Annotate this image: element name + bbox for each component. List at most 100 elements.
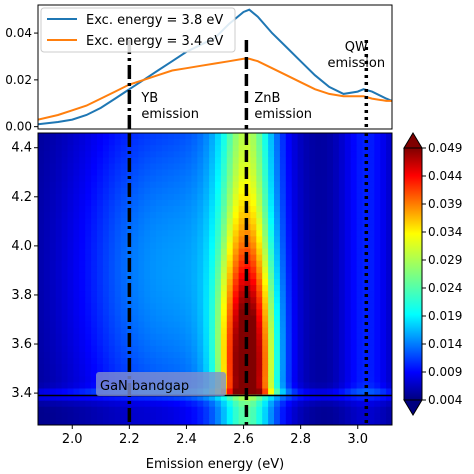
heatmap-cell	[85, 224, 92, 231]
series-line-2	[38, 57, 392, 121]
heatmap-cell	[380, 327, 387, 335]
heatmap-cell	[368, 333, 375, 341]
heatmap-cell	[43, 242, 51, 250]
heatmap-cell	[156, 358, 163, 365]
heatmap-cell	[368, 212, 375, 219]
heatmap-cell	[291, 175, 299, 183]
heatmap-cell	[256, 412, 263, 420]
heatmap-cell	[279, 418, 287, 425]
heatmap-cell	[380, 145, 387, 152]
heatmap-cell	[279, 382, 287, 390]
heatmap-cell	[220, 187, 228, 195]
heatmap-cell	[362, 358, 369, 365]
heatmap-cell	[120, 139, 128, 146]
heatmap-cell	[102, 279, 110, 286]
heatmap-cell	[91, 358, 98, 365]
heatmap-cell	[256, 206, 263, 213]
heatmap-cell	[274, 260, 281, 268]
heatmap-cell	[85, 418, 92, 425]
heatmap-cell	[150, 230, 157, 238]
heatmap-cell	[185, 230, 192, 238]
heatmap-cell	[161, 169, 169, 177]
heatmap-cell	[220, 358, 228, 365]
heatmap-cell	[191, 145, 198, 152]
heatmap-cell	[120, 157, 128, 165]
heatmap-cell	[333, 193, 340, 201]
heatmap-cell	[327, 193, 334, 201]
heatmap-cell	[167, 260, 175, 268]
heatmap-cell	[91, 199, 98, 207]
heatmap-cell	[173, 321, 181, 329]
heatmap-cell	[108, 412, 116, 420]
heatmap-cell	[268, 303, 275, 311]
heatmap-cell	[150, 236, 157, 244]
heatmap-cell	[333, 254, 340, 262]
heatmap-cell	[73, 218, 80, 225]
heatmap-cell	[297, 327, 305, 335]
heatmap-cell	[344, 260, 352, 268]
heatmap-cell	[138, 333, 145, 341]
heatmap-cell	[226, 406, 234, 414]
heatmap-cell	[191, 175, 198, 183]
heatmap-cell	[380, 376, 387, 384]
heatmap-cell	[38, 279, 45, 286]
heatmap-cell	[144, 303, 151, 311]
heatmap-cell	[232, 151, 240, 158]
heatmap-cell	[114, 139, 122, 146]
heatmap-cell	[38, 169, 45, 177]
heatmap-cell	[73, 309, 80, 317]
top-y-tick-label: 0.04	[5, 26, 32, 40]
heatmap-cell	[380, 303, 387, 311]
heatmap-cell	[380, 315, 387, 323]
heatmap-cell	[108, 199, 116, 207]
heatmap-cell	[374, 297, 381, 304]
heatmap-cell	[55, 327, 63, 335]
heatmap-cell	[291, 406, 299, 414]
heatmap-cell	[167, 333, 175, 341]
heatmap-cell	[43, 376, 51, 384]
heatmap-cell	[374, 218, 381, 225]
heatmap-cell	[156, 206, 163, 213]
heatmap-cell	[49, 242, 57, 250]
heatmap-cell	[262, 230, 269, 238]
heatmap-cell	[374, 382, 381, 390]
heatmap-cell	[356, 151, 364, 158]
heatmap-cell	[250, 145, 257, 152]
heatmap-cell	[232, 212, 240, 219]
heatmap-cell	[315, 321, 322, 329]
heatmap-cell	[108, 339, 116, 347]
heatmap-cell	[374, 157, 381, 165]
heatmap-cell	[55, 169, 63, 177]
heatmap-cell	[226, 400, 234, 408]
heatmap-cell	[67, 260, 74, 268]
heatmap-cell	[102, 218, 110, 225]
heatmap-cell	[191, 406, 198, 414]
heatmap-cell	[73, 279, 80, 286]
heatmap-cell	[291, 297, 299, 304]
heatmap-cell	[315, 358, 322, 365]
heatmap-cell	[238, 175, 246, 183]
heatmap-cell	[156, 406, 163, 414]
heatmap-cell	[203, 133, 210, 140]
heatmap-cell	[327, 400, 334, 408]
heatmap-cell	[380, 339, 387, 347]
heatmap-cell	[220, 157, 228, 165]
heatmap-cell	[132, 418, 139, 425]
heatmap-cell	[185, 157, 192, 165]
heatmap-cell	[232, 266, 240, 274]
heatmap-cell	[262, 187, 269, 195]
heatmap-cell	[144, 352, 151, 359]
heatmap-cell	[338, 145, 346, 152]
heatmap-cell	[285, 315, 293, 323]
heatmap-cell	[173, 193, 181, 201]
heatmap-cell	[380, 345, 387, 353]
heatmap-cell	[291, 285, 299, 292]
heatmap-cell	[126, 352, 133, 359]
heatmap-cell	[102, 242, 110, 250]
heatmap-cell	[150, 358, 157, 365]
heatmap-cell	[344, 370, 352, 377]
heatmap-cell	[262, 260, 269, 268]
heatmap-cell	[291, 388, 299, 396]
heatmap-cell	[67, 279, 74, 286]
heatmap-cell	[67, 297, 74, 304]
